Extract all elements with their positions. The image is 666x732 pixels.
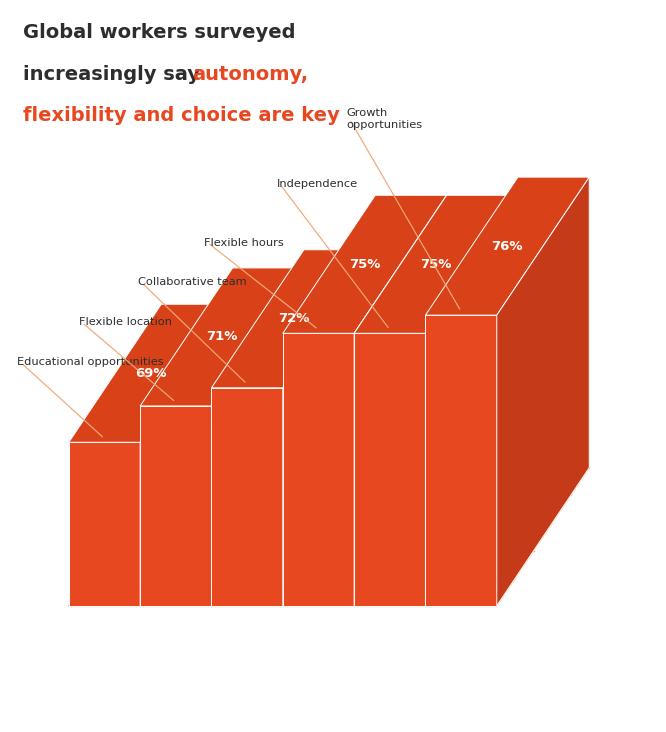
Polygon shape [426,315,497,605]
Text: Global workers surveyed: Global workers surveyed [23,23,295,42]
Polygon shape [354,195,518,333]
Text: autonomy,: autonomy, [192,64,308,83]
Polygon shape [354,333,426,605]
Text: increasingly say: increasingly say [23,64,206,83]
Polygon shape [69,305,232,442]
Text: 75%: 75% [420,258,452,271]
Text: flexibility and choice are key: flexibility and choice are key [23,106,340,125]
Polygon shape [212,268,304,605]
Polygon shape [140,305,232,605]
Text: 69%: 69% [135,367,166,380]
Text: Educational opportunities: Educational opportunities [17,357,164,367]
Text: Growth
opportunities: Growth opportunities [346,108,422,130]
Polygon shape [69,442,140,605]
Polygon shape [497,177,589,605]
Text: Collaborative team: Collaborative team [138,277,247,288]
Text: Independence: Independence [277,179,358,190]
Polygon shape [212,388,283,605]
Text: 72%: 72% [278,313,309,325]
Polygon shape [140,406,212,605]
Polygon shape [426,177,589,315]
Text: Flexible location: Flexible location [79,318,172,327]
Text: Flexible hours: Flexible hours [204,237,284,247]
Polygon shape [283,333,354,605]
Text: 71%: 71% [206,330,238,343]
Polygon shape [212,250,375,388]
Text: 75%: 75% [349,258,380,271]
Polygon shape [140,268,304,406]
Polygon shape [426,195,518,605]
Text: 76%: 76% [492,239,523,253]
Polygon shape [354,195,447,605]
Polygon shape [283,195,447,333]
Polygon shape [283,250,375,605]
